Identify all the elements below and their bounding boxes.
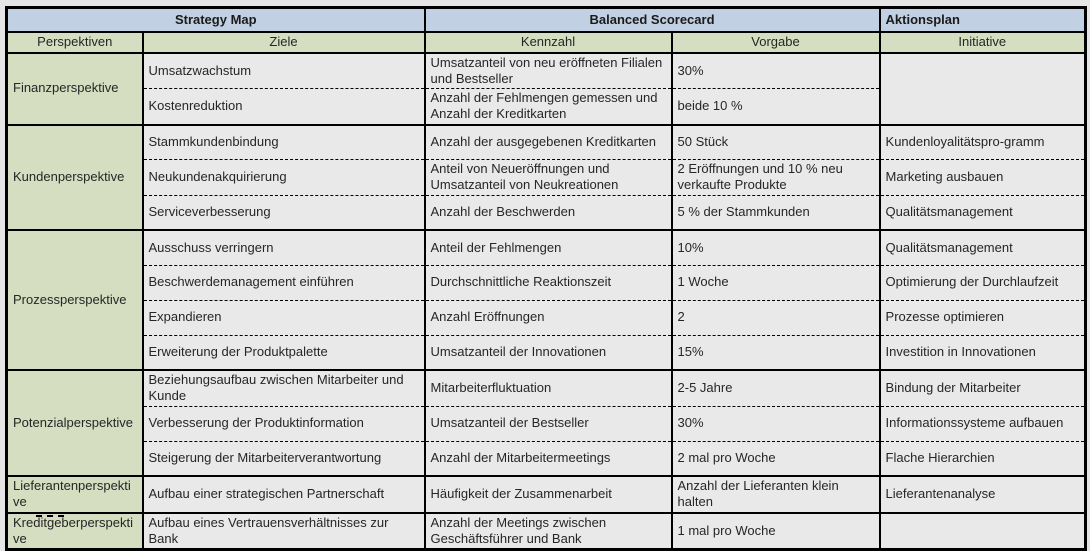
- initiative-cell: Flache Hierarchien: [878, 440, 1087, 476]
- ziel-cell: Erweiterung der Produktpalette: [141, 334, 426, 370]
- perspective-label: Kreditgeberperspektive: [13, 514, 133, 546]
- table-row: Beschwerdemanagement einführen Durchschn…: [7, 264, 1087, 300]
- table-row: Erweiterung der Produktpalette Umsatzant…: [7, 334, 1087, 370]
- table-row: Kundenperspektive Stammkundenbindung Anz…: [5, 123, 1087, 230]
- kennzahl-cell: Durchschnittliche Reaktionszeit: [423, 264, 673, 300]
- vorgabe-cell: 10%: [670, 229, 881, 265]
- ziel-cell: Ausschuss verringern: [141, 229, 426, 265]
- vorgabe-cell: 2 Eröffnungen und 10 % neu verkaufte Pro…: [670, 159, 881, 195]
- ziel-cell: Umsatzwachstum: [141, 51, 426, 89]
- vorgabe-cell: Anzahl der Lieferanten klein halten: [670, 475, 881, 513]
- column-header-row: Perspektiven Ziele Kennzahl Vorgabe Init…: [5, 30, 1087, 53]
- kennzahl-cell: Umsatzanteil der Bestseller: [423, 405, 673, 441]
- initiative-cell-merged-empty: [878, 51, 1087, 125]
- kennzahl-cell: Mitarbeiterfluktuation: [423, 369, 673, 406]
- ziel-cell: Expandieren: [141, 299, 426, 335]
- group-header-aktionsplan: Aktionsplan: [878, 6, 1087, 32]
- initiative-cell: Qualitätsmanagement: [878, 229, 1087, 265]
- perspective-cell-kreditgeber: Kreditgeberperspektive: [5, 511, 144, 550]
- vorgabe-cell: 1 Woche: [670, 264, 881, 300]
- initiative-cell: Bindung der Mitarbeiter: [878, 369, 1087, 406]
- initiative-cell: Investition in Innovationen: [878, 334, 1087, 370]
- vorgabe-cell: 2 mal pro Woche: [670, 440, 881, 476]
- column-header-ziele: Ziele: [141, 30, 426, 53]
- table-row: Verbesserung der Produktinformation Umsa…: [7, 405, 1087, 441]
- ziel-cell: Neukundenakquirierung: [141, 159, 426, 195]
- initiative-cell: Kundenloyalitätspro-gramm: [878, 123, 1087, 160]
- ziel-cell: Verbesserung der Produktinformation: [141, 405, 426, 441]
- perspective-cell-potenzial: Potenzialperspektive: [5, 369, 144, 476]
- balanced-scorecard-table: Strategy Map Balanced Scorecard Aktionsp…: [5, 6, 1088, 551]
- table-row: Kreditgeberperspektive Aufbau eines Vert…: [5, 511, 1087, 550]
- initiative-cell: Lieferantenanalyse: [878, 475, 1087, 513]
- table-row: Expandieren Anzahl Eröffnungen 2 Prozess…: [7, 299, 1087, 335]
- perspective-cell-prozess: Prozessperspektive: [5, 229, 144, 370]
- initiative-cell: Marketing ausbauen: [878, 159, 1087, 195]
- initiative-cell: Prozesse optimieren: [878, 299, 1087, 335]
- kennzahl-cell: Anzahl der ausgegebenen Kreditkarten: [423, 123, 673, 160]
- vorgabe-cell: 2-5 Jahre: [670, 369, 881, 406]
- kennzahl-cell: Anteil der Fehlmengen: [423, 229, 673, 265]
- table-row: Kostenreduktion Anzahl der Fehlmengen ge…: [7, 88, 1086, 125]
- kennzahl-cell: Anzahl der Fehlmengen gemessen und Anzah…: [423, 88, 673, 125]
- ziel-cell: Serviceverbesserung: [141, 194, 426, 230]
- column-header-perspektiven: Perspektiven: [5, 30, 144, 53]
- group-header-balanced-scorecard: Balanced Scorecard: [423, 6, 881, 32]
- ziel-cell: Beschwerdemanagement einführen: [141, 264, 426, 300]
- perspective-cell-kunden: Kundenperspektive: [5, 123, 144, 230]
- vorgabe-cell: 15%: [670, 334, 881, 370]
- ziel-cell: Kostenreduktion: [141, 88, 426, 125]
- kennzahl-cell: Anzahl der Meetings zwischen Geschäftsfü…: [423, 511, 673, 550]
- dashed-border-artifact: [36, 514, 64, 517]
- perspective-cell-finanz: Finanzperspektive: [5, 51, 144, 125]
- ziel-cell: Steigerung der Mitarbeiterverantwortung: [141, 440, 426, 476]
- vorgabe-cell: 30%: [670, 51, 881, 89]
- kennzahl-cell: Anzahl der Beschwerden: [423, 194, 673, 230]
- ziel-cell: Stammkundenbindung: [141, 123, 426, 160]
- kennzahl-cell: Anteil von Neueröffnungen und Umsatzante…: [423, 159, 673, 195]
- initiative-cell: Informationssysteme aufbauen: [878, 405, 1087, 441]
- table-row: Steigerung der Mitarbeiterverantwortung …: [7, 440, 1087, 476]
- group-header-row: Strategy Map Balanced Scorecard Aktionsp…: [5, 6, 1087, 32]
- table-row: Lieferantenperspektive Aufbau einer stra…: [5, 475, 1087, 513]
- ziel-cell: Aufbau eines Vertrauensverhältnisses zur…: [141, 511, 426, 550]
- initiative-cell: Qualitätsmanagement: [878, 194, 1087, 230]
- column-header-kennzahl: Kennzahl: [423, 30, 673, 53]
- vorgabe-cell: 1 mal pro Woche: [670, 511, 881, 550]
- kennzahl-cell: Häufigkeit der Zusammenarbeit: [423, 475, 673, 513]
- vorgabe-cell: 2: [670, 299, 881, 335]
- column-header-initiative: Initiative: [878, 30, 1087, 53]
- table-row: Prozessperspektive Ausschuss verringern …: [5, 229, 1087, 370]
- vorgabe-cell: 30%: [670, 405, 881, 441]
- column-header-vorgabe: Vorgabe: [670, 30, 881, 53]
- table-row: Neukundenakquirierung Anteil von Neueröf…: [7, 159, 1087, 195]
- table-row: Serviceverbesserung Anzahl der Beschwerd…: [7, 194, 1087, 230]
- table-row: Potenzialperspektive Beziehungsaufbau zw…: [5, 369, 1087, 476]
- vorgabe-cell: 5 % der Stammkunden: [670, 194, 881, 230]
- kennzahl-cell: Umsatzanteil von neu eröffneten Filialen…: [423, 51, 673, 89]
- kennzahl-cell: Anzahl der Mitarbeitermeetings: [423, 440, 673, 476]
- perspective-cell-lieferanten: Lieferantenperspektive: [5, 475, 144, 513]
- initiative-cell-empty: [878, 511, 1087, 550]
- vorgabe-cell: 50 Stück: [670, 123, 881, 160]
- ziel-cell: Beziehungsaufbau zwischen Mitarbeiter un…: [141, 369, 426, 406]
- kennzahl-cell: Anzahl Eröffnungen: [423, 299, 673, 335]
- group-header-strategy-map: Strategy Map: [5, 6, 426, 32]
- table-row: Finanzperspektive Umsatzwachstum Umsatza…: [5, 51, 1087, 125]
- kennzahl-cell: Umsatzanteil der Innovationen: [423, 334, 673, 370]
- ziel-cell: Aufbau einer strategischen Partnerschaft: [141, 475, 426, 513]
- initiative-cell: Optimierung der Durchlaufzeit: [878, 264, 1087, 300]
- vorgabe-cell: beide 10 %: [670, 88, 881, 125]
